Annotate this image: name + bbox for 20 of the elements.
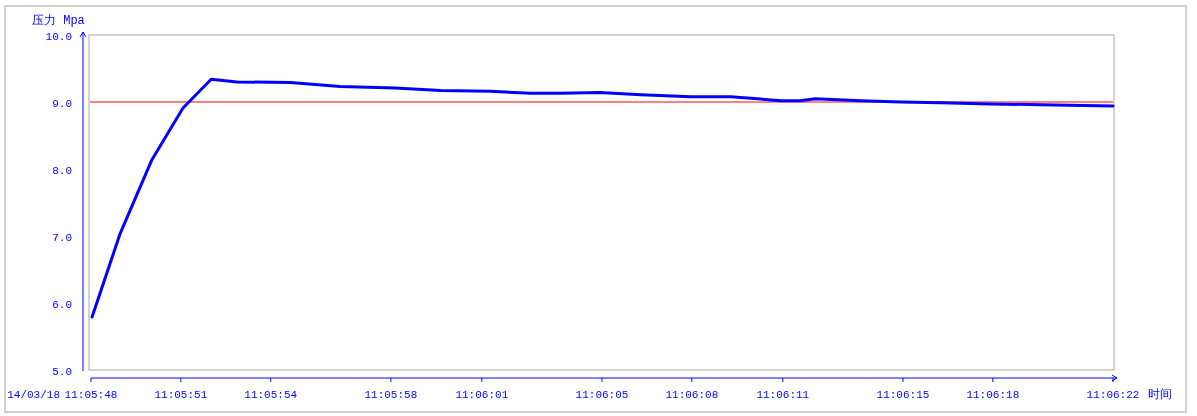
- y-tick-label: 9.0: [52, 98, 72, 110]
- x-tick-label: 11:05:48: [64, 389, 118, 401]
- y-axis-title: 压力 Mpa: [32, 14, 85, 28]
- y-tick-label: 5.0: [52, 366, 72, 378]
- x-tick-label: 11:05:54: [244, 389, 298, 401]
- y-tick-label: 6.0: [52, 299, 72, 311]
- y-tick-label: 8.0: [52, 165, 72, 177]
- x-tick-label: 11:05:58: [364, 389, 418, 401]
- y-tick-label: 7.0: [52, 232, 72, 244]
- x-tick-label: 11:05:51: [154, 389, 208, 401]
- x-tick-label: 11:06:05: [575, 389, 629, 401]
- x-tick-label: 11:06:18: [966, 389, 1020, 401]
- x-tick-label: 11:06:22: [1086, 389, 1140, 401]
- x-tick-label: 11:06:11: [756, 389, 810, 401]
- text: 14/03/18: [7, 389, 60, 401]
- x-tick-label: 11:06:15: [876, 389, 930, 401]
- x-axis-title: 时间: [1148, 388, 1172, 402]
- x-tick-label: 11:06:01: [455, 389, 509, 401]
- y-tick-label: 10.0: [45, 31, 72, 43]
- x-tick-label: 11:06:08: [665, 389, 719, 401]
